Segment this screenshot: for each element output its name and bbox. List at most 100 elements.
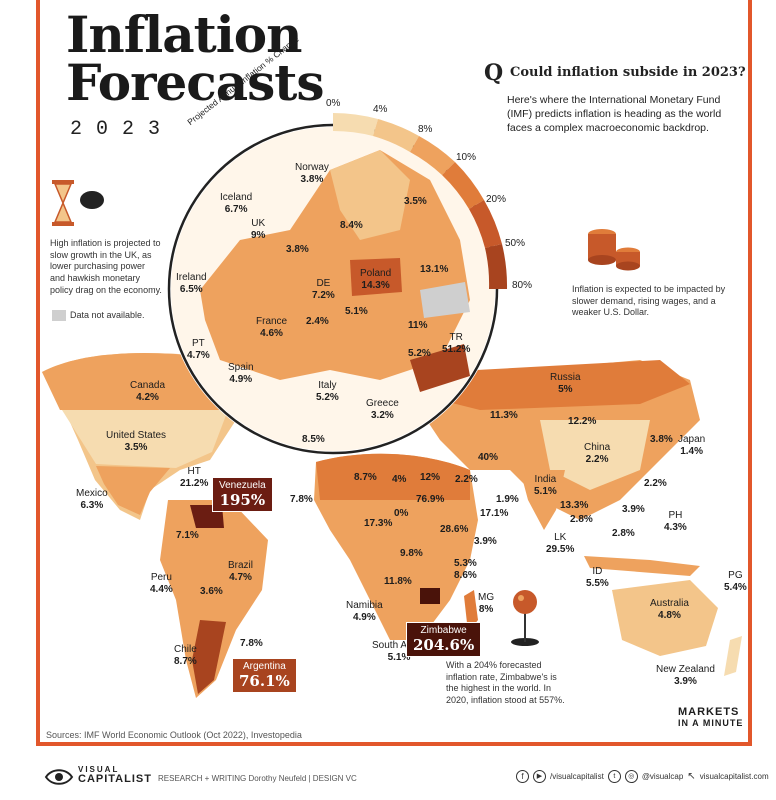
- label-norway: Norway 3.8%: [295, 162, 329, 185]
- value-mauritania: 7.8%: [290, 494, 313, 505]
- value-sweden: 3.5%: [404, 196, 427, 207]
- poland-shape: [350, 258, 402, 296]
- intro-text: Here's where the International Monetary …: [507, 94, 722, 135]
- label-ireland: Ireland 6.5%: [176, 272, 207, 295]
- question-letter: Q: [484, 60, 504, 86]
- sources: Sources: IMF World Economic Outlook (Oct…: [46, 730, 302, 740]
- africa-north-shape: [316, 453, 470, 500]
- mexico-shape: [96, 466, 170, 515]
- label-chile: Chile 8.7%: [174, 644, 197, 667]
- scale-band-1: [333, 113, 378, 136]
- value-uruguay: 7.8%: [240, 638, 263, 649]
- value-denmark: 3.8%: [286, 244, 309, 255]
- value-eastern-europe: 13.1%: [420, 264, 449, 275]
- value-oman: 1.9%: [496, 494, 519, 505]
- value-yemen: 17.1%: [480, 508, 509, 519]
- indonesia-shape: [584, 556, 700, 576]
- vc-logo-text: VISUAL CAPITALIST: [78, 765, 152, 785]
- venezuela-callout: Venezuela 195%: [212, 477, 273, 512]
- label-italy: Italy 5.2%: [316, 380, 339, 403]
- value-egypt: 12%: [420, 472, 441, 483]
- value-algeria: 8.7%: [354, 472, 377, 483]
- value-angola: 11.8%: [384, 576, 412, 587]
- coins-note: Inflation is expected to be impacted by …: [572, 284, 726, 318]
- us-shape: [62, 410, 228, 468]
- handle-visualcap[interactable]: @visualcap: [641, 772, 684, 781]
- label-greece: Greece 3.2%: [366, 398, 399, 421]
- scale-tick-1: 4%: [373, 104, 388, 115]
- value-malaysia: 2.8%: [612, 528, 635, 539]
- website-link[interactable]: visualcapitalist.com: [699, 772, 769, 781]
- india-shape: [520, 470, 565, 530]
- value-colombia: 7.1%: [176, 530, 199, 541]
- label-poland: Poland 14.3%: [360, 268, 392, 291]
- no-data-swatch: [52, 310, 66, 321]
- value-bulgaria: 5.2%: [408, 348, 431, 359]
- zimbabwe-shape: [420, 588, 440, 604]
- label-haiti: HT 21.2%: [180, 466, 209, 489]
- map-pin-icon: [511, 590, 539, 646]
- label-iceland: Iceland 6.7%: [220, 192, 253, 215]
- russia-shape: [440, 360, 690, 410]
- instagram-icon[interactable]: ◎: [624, 770, 638, 783]
- scale-band-4: [442, 162, 484, 209]
- australia-shape: [612, 580, 718, 656]
- facebook-icon[interactable]: f: [516, 770, 529, 783]
- label-germany: DE 7.2%: [312, 278, 335, 301]
- value-kenya: 3.9%: [474, 536, 497, 547]
- value-korea: 3.8%: [650, 434, 673, 445]
- value-mozambique-group: 5.3% 8.6%: [454, 558, 477, 581]
- scale-band-3: [410, 136, 455, 175]
- value-taiwan: 2.2%: [644, 478, 667, 489]
- label-papua-new-guinea: PG 5.4%: [724, 570, 747, 593]
- twitter-icon[interactable]: t: [607, 770, 621, 783]
- argentina-shape: [192, 620, 226, 694]
- value-dr-congo: 9.8%: [400, 548, 423, 559]
- value-thailand: 2.8%: [570, 514, 593, 525]
- social-links: f ▶ /visualcapitalist t ◎ @visualcap ↖ v…: [516, 770, 769, 783]
- madagascar-shape: [464, 590, 478, 632]
- year: 2023: [70, 118, 175, 141]
- south-america-shape: [160, 500, 268, 698]
- scale-tick-5: 50%: [505, 238, 526, 249]
- value-romania: 11%: [408, 320, 428, 331]
- scale-tick-4: 20%: [486, 194, 507, 205]
- label-uk: UK 9%: [251, 218, 266, 241]
- value-mongolia: 12.2%: [568, 416, 597, 427]
- value-myanmar: 13.3%: [560, 500, 589, 511]
- youtube-icon[interactable]: ▶: [533, 770, 546, 783]
- cursor-icon: ↖: [687, 771, 696, 782]
- argentina-callout: Argentina 76.1%: [232, 658, 297, 693]
- china-shape: [540, 420, 650, 490]
- label-turkey: TR 51.2%: [442, 332, 471, 355]
- scale-tick-6: 80%: [512, 280, 533, 291]
- scale-tick-2: 8%: [418, 124, 433, 135]
- value-saudi-arabia: 2.2%: [455, 474, 478, 485]
- value-ethiopia: 28.6%: [440, 524, 469, 535]
- inflation-scale: [333, 113, 508, 289]
- title-line-2: Forecasts: [66, 53, 325, 112]
- value-vietnam: 3.9%: [622, 504, 645, 515]
- zimbabwe-note: With a 204% forecasted inflation rate, Z…: [446, 660, 565, 706]
- handle-visualcapitalist[interactable]: /visualcapitalist: [550, 772, 604, 781]
- question-text: Could inflation subside in 2023?: [510, 65, 746, 80]
- value-switzerland: 2.4%: [306, 316, 329, 327]
- zimbabwe-callout: Zimbabwe 204.6%: [406, 622, 482, 657]
- new-zealand-shape: [724, 636, 742, 676]
- label-sri-lanka: LK 29.5%: [546, 532, 575, 555]
- label-brazil: Brazil 4.7%: [228, 560, 254, 583]
- label-china: China 2.2%: [584, 442, 611, 465]
- label-spain: Spain 4.9%: [228, 362, 254, 385]
- no-data-shape: [420, 282, 470, 318]
- uk-note: High inflation is projected to slow grow…: [50, 238, 162, 295]
- label-portugal: PT 4.7%: [187, 338, 210, 361]
- label-japan: Japan 1.4%: [678, 434, 706, 457]
- no-data-label: Data not available.: [70, 310, 145, 320]
- label-united-states: United States 3.5%: [106, 430, 167, 453]
- value-sudan: 76.9%: [416, 494, 445, 505]
- label-france: France 4.6%: [256, 316, 288, 339]
- label-madagascar: MG 8%: [478, 592, 495, 615]
- label-south-africa: South Africa 5.1%: [372, 640, 426, 663]
- title-line-1: Inflation: [66, 5, 302, 64]
